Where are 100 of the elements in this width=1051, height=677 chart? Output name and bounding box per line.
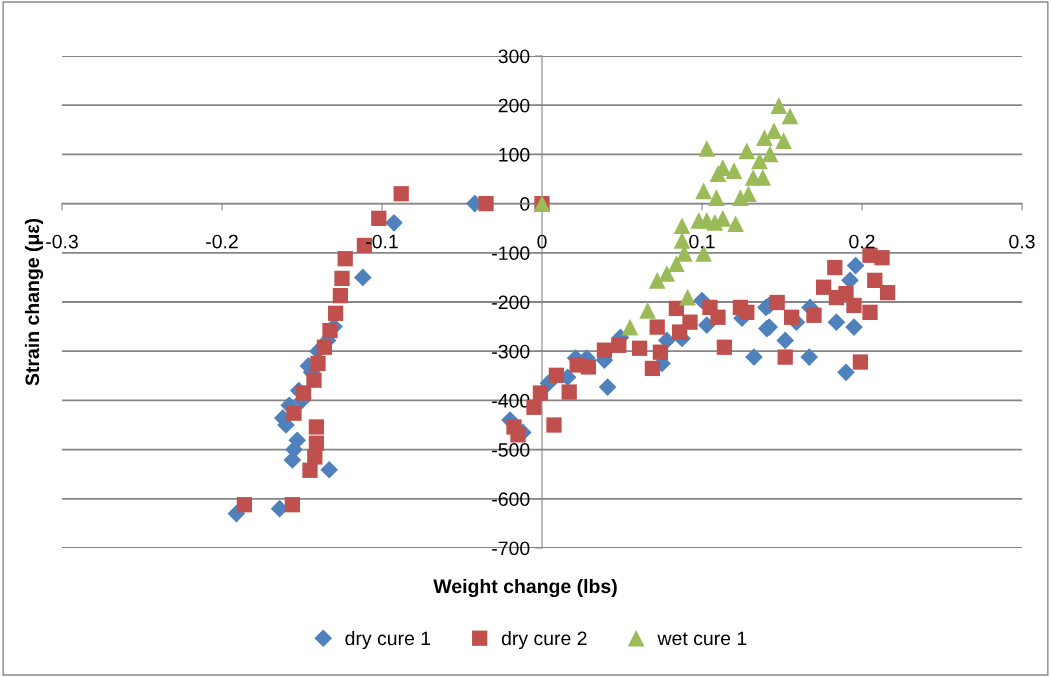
point: [649, 319, 665, 335]
point: [320, 460, 339, 479]
point: [385, 213, 403, 232]
point: [837, 363, 855, 382]
point: [751, 152, 768, 170]
y-tick-label: -100: [492, 246, 530, 261]
point: [754, 169, 772, 186]
point: [668, 300, 685, 317]
point: [306, 372, 322, 388]
y-tick-label: -600: [492, 492, 530, 507]
point: [846, 256, 865, 275]
point: [598, 378, 617, 396]
point: [781, 107, 799, 125]
point: [777, 349, 793, 365]
point: [310, 355, 326, 372]
point: [546, 417, 562, 433]
x-tick-label: -0.2: [206, 234, 238, 249]
point: [353, 268, 372, 287]
y-tick-label: -500: [492, 443, 530, 457]
point: [284, 497, 301, 513]
point: [679, 288, 696, 306]
point: [695, 182, 712, 200]
point: [770, 97, 788, 115]
point: [510, 427, 526, 443]
point: [631, 340, 648, 356]
x-tick-label: 0.2: [849, 234, 875, 249]
point: [775, 132, 792, 149]
point: [682, 314, 698, 330]
y-tick-label: -700: [492, 541, 530, 556]
point: [308, 419, 325, 435]
point: [815, 279, 832, 295]
point: [561, 384, 577, 400]
point: [846, 297, 862, 314]
point: [337, 251, 353, 267]
point: [862, 304, 878, 320]
point: [845, 318, 863, 336]
point: [332, 287, 349, 304]
point: [710, 309, 726, 325]
point: [673, 232, 691, 249]
x-axis-title: Weight change (lbs): [433, 578, 617, 598]
point: [727, 215, 744, 233]
point: [658, 265, 676, 282]
x-tick-label: -0.3: [46, 234, 78, 249]
legend-label: dry cure 1: [345, 630, 431, 650]
point: [827, 259, 843, 276]
point: [756, 129, 773, 147]
point: [316, 339, 333, 355]
y-tick-label: -200: [492, 295, 530, 310]
point: [769, 294, 785, 311]
point: [739, 304, 755, 320]
y-tick-label: -300: [492, 344, 530, 359]
x-tick-label: 0: [537, 234, 547, 249]
point: [621, 318, 639, 336]
point: [668, 255, 685, 272]
point: [783, 309, 800, 325]
point: [302, 462, 318, 478]
point: [532, 385, 549, 401]
point: [548, 367, 565, 383]
point: [827, 313, 846, 332]
point: [852, 354, 869, 370]
point: [478, 195, 494, 212]
point: [874, 250, 890, 266]
point: [644, 360, 661, 377]
y-tick-label: 100: [499, 147, 530, 162]
point: [639, 302, 656, 319]
point: [327, 305, 344, 321]
point: [673, 217, 691, 235]
point: [611, 337, 627, 353]
point: [800, 348, 819, 366]
point: [761, 145, 779, 163]
point: [307, 449, 323, 465]
point: [393, 186, 409, 202]
point: [295, 385, 312, 401]
legend-label: wet cure 1: [657, 631, 747, 646]
y-tick-label: 300: [498, 49, 530, 64]
x-tick-label: 0.1: [689, 234, 715, 249]
point: [716, 339, 733, 355]
point: [334, 270, 350, 287]
point: [236, 497, 253, 513]
point: [286, 405, 302, 421]
point: [745, 348, 763, 366]
point: [371, 210, 387, 226]
point: [708, 189, 725, 207]
point: [648, 272, 666, 289]
point: [806, 307, 822, 323]
point: [828, 289, 845, 306]
point: [776, 331, 795, 350]
legend-label: dry cure 2: [501, 630, 587, 650]
y-axis-title: Strain change (με): [24, 218, 44, 386]
point: [725, 162, 743, 179]
point: [580, 359, 597, 375]
point: [765, 122, 783, 140]
point: [867, 272, 883, 288]
point: [698, 140, 716, 157]
point: [652, 344, 669, 360]
y-tick-label: 200: [498, 98, 530, 113]
point: [738, 142, 756, 160]
point: [596, 342, 613, 358]
x-tick-label: 0.3: [1009, 234, 1035, 249]
point: [879, 285, 896, 301]
